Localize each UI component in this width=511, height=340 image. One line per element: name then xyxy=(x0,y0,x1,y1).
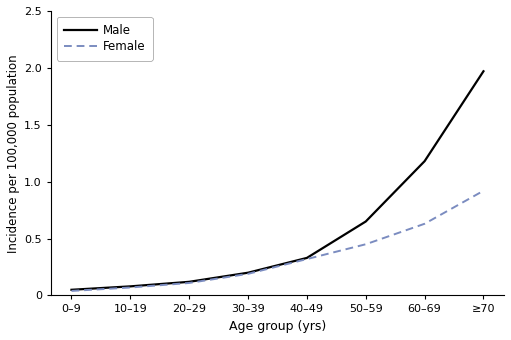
Line: Female: Female xyxy=(72,191,483,291)
Female xyxy=(304,257,310,261)
Y-axis label: Incidence per 100,000 population: Incidence per 100,000 population xyxy=(7,54,20,253)
Male xyxy=(127,284,133,288)
Female xyxy=(186,281,192,285)
Male xyxy=(480,69,486,73)
Legend: Male, Female: Male, Female xyxy=(57,17,153,61)
Female xyxy=(363,242,369,246)
Female xyxy=(480,189,486,193)
Male xyxy=(68,288,75,292)
Male xyxy=(422,159,428,163)
Male xyxy=(304,256,310,260)
Female xyxy=(68,289,75,293)
Female xyxy=(422,222,428,226)
Female xyxy=(245,272,251,276)
Line: Male: Male xyxy=(72,71,483,290)
Female xyxy=(127,286,133,290)
Male xyxy=(363,219,369,223)
Male xyxy=(245,271,251,275)
X-axis label: Age group (yrs): Age group (yrs) xyxy=(229,320,326,333)
Male xyxy=(186,280,192,284)
